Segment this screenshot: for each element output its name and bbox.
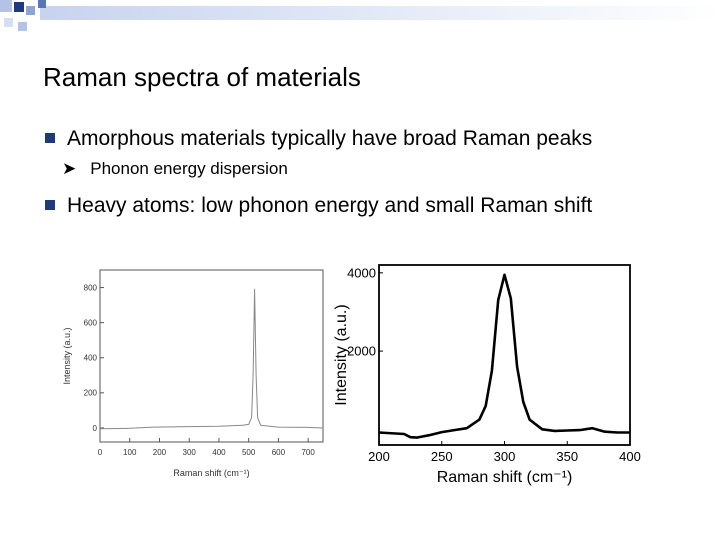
raman-spectrum-chart-left: 0 100 200 300 400 500 600 700 0 200 400 600 800 Raman… [62, 269, 324, 478]
y-axis-label: Intensity (a.u.) [333, 304, 350, 405]
y-tick-label: 200 [84, 389, 98, 398]
bullet-heavy-atoms: Heavy atoms: low phonon energy and small… [45, 194, 592, 218]
bullet-text: Amorphous materials typically have broad… [67, 127, 593, 150]
bullet-text: Heavy atoms: low phonon energy and small… [67, 194, 593, 217]
spectrum-line [378, 273, 630, 439]
x-tick-label: 400 [212, 448, 226, 457]
y-tick-label: 600 [84, 318, 98, 327]
x-tick-label: 300 [494, 449, 516, 464]
x-axis-label: Raman shift (cm⁻¹) [173, 468, 249, 478]
bullet-amorphous: Amorphous materials typically have broad… [45, 127, 592, 151]
y-tick-label: 4000 [347, 265, 376, 280]
x-tick-label: 100 [123, 448, 137, 457]
slide-title: Raman spectra of materials [43, 62, 361, 92]
x-tick-label: 350 [556, 449, 578, 464]
x-tick-label: 200 [153, 448, 167, 457]
y-tick-label: 800 [84, 283, 98, 292]
y-tick-label: 2000 [347, 344, 376, 359]
plot-frame [378, 264, 631, 446]
x-tick-label: 600 [272, 448, 286, 457]
x-tick-label: 700 [301, 448, 315, 457]
x-tick-label: 200 [368, 449, 390, 464]
raman-spectrum-chart-right: 200 250 300 350 400 2000 4000 Raman shift (cm⁻¹… [333, 264, 641, 486]
square-bullet-icon [45, 133, 55, 143]
x-tick-label: 300 [183, 448, 197, 457]
y-tick-label: 400 [84, 354, 98, 363]
sub-bullet-phonon: ➤ Phonon energy dispersion [62, 159, 288, 179]
arrow-bullet-icon: ➤ [62, 159, 77, 178]
y-axis-label: Intensity (a.u.) [62, 327, 72, 384]
x-tick-label: 400 [619, 449, 641, 464]
x-tick-label: 0 [98, 448, 103, 457]
y-tick-label: 0 [93, 424, 98, 433]
spectrum-line [99, 288, 324, 430]
square-bullet-icon [45, 200, 55, 210]
sub-bullet-text: Phonon energy dispersion [90, 159, 288, 178]
header-decoration [0, 0, 720, 31]
x-axis-label: Raman shift (cm⁻¹) [437, 469, 573, 486]
x-tick-label: 250 [431, 449, 453, 464]
plot-frame [99, 269, 324, 443]
x-tick-label: 500 [242, 448, 256, 457]
